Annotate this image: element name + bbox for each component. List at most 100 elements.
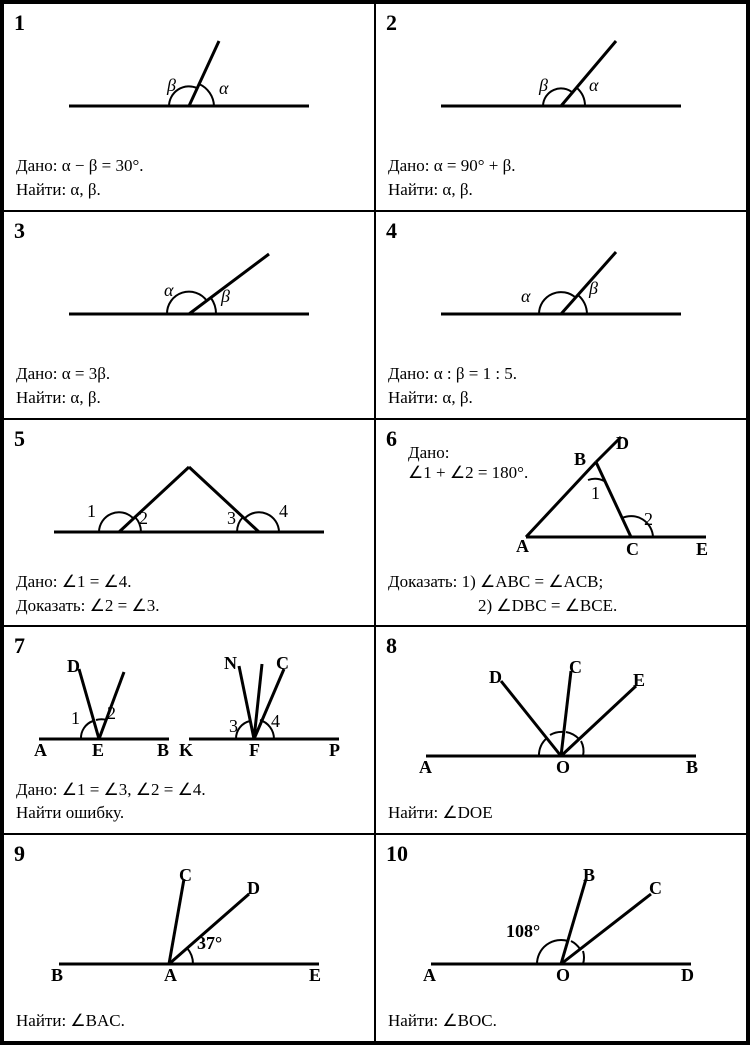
label-F: F xyxy=(249,740,260,760)
find-text: Найти: ∠BAC. xyxy=(16,1009,362,1033)
problem-9: 9 B A E C D 37° Найти: ∠BAC. xyxy=(3,834,375,1042)
label-beta: β xyxy=(166,75,176,95)
diagram-6: Дано: ∠1 + ∠2 = 180°. 1 2 A B C D E xyxy=(388,438,734,566)
find-text: Найти: α, β. xyxy=(16,386,362,410)
label-D: D xyxy=(681,965,694,985)
find-text: Найти: α, β. xyxy=(16,178,362,202)
label-A: A xyxy=(516,536,529,556)
problem-number: 3 xyxy=(14,218,25,244)
given-text: Дано: α = 3β. xyxy=(16,362,362,386)
text-7: Дано: ∠1 = ∠3, ∠2 = ∠4. Найти ошибку. xyxy=(16,778,362,826)
find-text: Найти ошибку. xyxy=(16,801,362,825)
problem-number: 4 xyxy=(386,218,397,244)
label-A: A xyxy=(419,757,432,777)
label-A: A xyxy=(423,965,436,985)
label-1: 1 xyxy=(87,501,96,521)
label-A: A xyxy=(34,740,47,760)
diagram-4: α β xyxy=(388,230,734,358)
label-2: 2 xyxy=(107,703,116,723)
problem-number: 10 xyxy=(386,841,408,867)
find-text: Доказать: ∠2 = ∠3. xyxy=(16,594,362,618)
label-beta: β xyxy=(220,286,230,306)
label-B: B xyxy=(686,757,698,777)
label-4: 4 xyxy=(271,711,280,731)
problem-4: 4 α β Дано: α : β = 1 : 5. Найти: α, β. xyxy=(375,211,747,419)
label-B: B xyxy=(51,965,63,985)
label-D: D xyxy=(616,433,629,453)
problem-3: 3 α β Дано: α = 3β. Найти: α, β. xyxy=(3,211,375,419)
label-C: C xyxy=(626,539,639,559)
problem-7: 7 1 2 A E B D 3 xyxy=(3,626,375,834)
label-3: 3 xyxy=(229,716,238,736)
label-C: C xyxy=(179,865,192,885)
problem-8: 8 A O B D C E Найти: ∠DOE xyxy=(375,626,747,834)
text-5: Дано: ∠1 = ∠4. Доказать: ∠2 = ∠3. xyxy=(16,570,362,618)
label-D: D xyxy=(67,656,80,676)
label-beta: β xyxy=(588,278,598,298)
diagram-3: α β xyxy=(16,230,362,358)
problem-number: 8 xyxy=(386,633,397,659)
given-text: Дано: α − β = 30°. xyxy=(16,154,362,178)
text-10: Найти: ∠BOC. xyxy=(388,1009,734,1033)
label-C: C xyxy=(569,657,582,677)
label-2: 2 xyxy=(644,509,653,529)
label-D: D xyxy=(247,878,260,898)
label-K: K xyxy=(179,740,193,760)
label-O: O xyxy=(556,757,570,777)
diagram-2: β α xyxy=(388,22,734,150)
label-N: N xyxy=(224,653,237,673)
diagram-8: A O B D C E xyxy=(388,645,734,797)
given-text: Дано: α = 90° + β. xyxy=(388,154,734,178)
angle-label: 37° xyxy=(197,933,222,953)
label-C: C xyxy=(276,653,289,673)
label-alpha: α xyxy=(589,75,599,95)
text-4: Дано: α : β = 1 : 5. Найти: α, β. xyxy=(388,362,734,410)
problem-number: 9 xyxy=(14,841,25,867)
label-P: P xyxy=(329,740,340,760)
problem-1: 1 β α Дано: α − β = 30°. Найти: α, β. xyxy=(3,3,375,211)
label-C: C xyxy=(649,878,662,898)
label-B: B xyxy=(583,865,595,885)
label-1: 1 xyxy=(71,708,80,728)
diagram-7: 1 2 A E B D 3 4 K F P N C xyxy=(16,645,362,773)
find-text: Найти: ∠BOC. xyxy=(388,1009,734,1033)
label-4: 4 xyxy=(279,501,288,521)
problem-number: 5 xyxy=(14,426,25,452)
label-E: E xyxy=(633,670,645,690)
find2-text: 2) ∠DBC = ∠BCE. xyxy=(388,594,734,618)
label-alpha: α xyxy=(164,280,174,300)
label-alpha: α xyxy=(521,286,531,306)
label-D: D xyxy=(489,667,502,687)
diagram-5: 1 2 3 4 xyxy=(16,438,362,566)
text-6: Доказать: 1) ∠ABC = ∠ACB; 2) ∠DBC = ∠BCE… xyxy=(388,570,734,618)
problem-number: 2 xyxy=(386,10,397,36)
label-O: O xyxy=(556,965,570,985)
given-text: Дано: ∠1 = ∠4. xyxy=(16,570,362,594)
label-1: 1 xyxy=(591,483,600,503)
text-2: Дано: α = 90° + β. Найти: α, β. xyxy=(388,154,734,202)
find-text: Найти: α, β. xyxy=(388,178,734,202)
label-E: E xyxy=(92,740,104,760)
find-text: Найти: ∠DOE xyxy=(388,801,734,825)
problem-5: 5 1 2 3 4 Дано: ∠1 = ∠4. Доказать: ∠2 = … xyxy=(3,419,375,627)
diagram-10: A O D B C 108° xyxy=(388,853,734,1005)
find-text: Доказать: 1) ∠ABC = ∠ACB; xyxy=(388,570,734,594)
given-text: Дано: ∠1 = ∠3, ∠2 = ∠4. xyxy=(16,778,362,802)
problem-number: 1 xyxy=(14,10,25,36)
problem-6: 6 Дано: ∠1 + ∠2 = 180°. 1 2 A B C D E xyxy=(375,419,747,627)
problem-2: 2 β α Дано: α = 90° + β. Найти: α, β. xyxy=(375,3,747,211)
problem-10: 10 A O D B C 108° Найти: ∠BOC. xyxy=(375,834,747,1042)
given2-text: ∠1 + ∠2 = 180°. xyxy=(408,463,528,482)
label-beta: β xyxy=(538,75,548,95)
text-3: Дано: α = 3β. Найти: α, β. xyxy=(16,362,362,410)
given-text: Дано: xyxy=(408,443,449,462)
label-2: 2 xyxy=(139,508,148,528)
diagram-9: B A E C D 37° xyxy=(16,853,362,1005)
label-B: B xyxy=(157,740,169,760)
label-B: B xyxy=(574,449,586,469)
given-text: Дано: α : β = 1 : 5. xyxy=(388,362,734,386)
label-3: 3 xyxy=(227,508,236,528)
text-1: Дано: α − β = 30°. Найти: α, β. xyxy=(16,154,362,202)
label-alpha: α xyxy=(219,78,229,98)
label-E: E xyxy=(309,965,321,985)
